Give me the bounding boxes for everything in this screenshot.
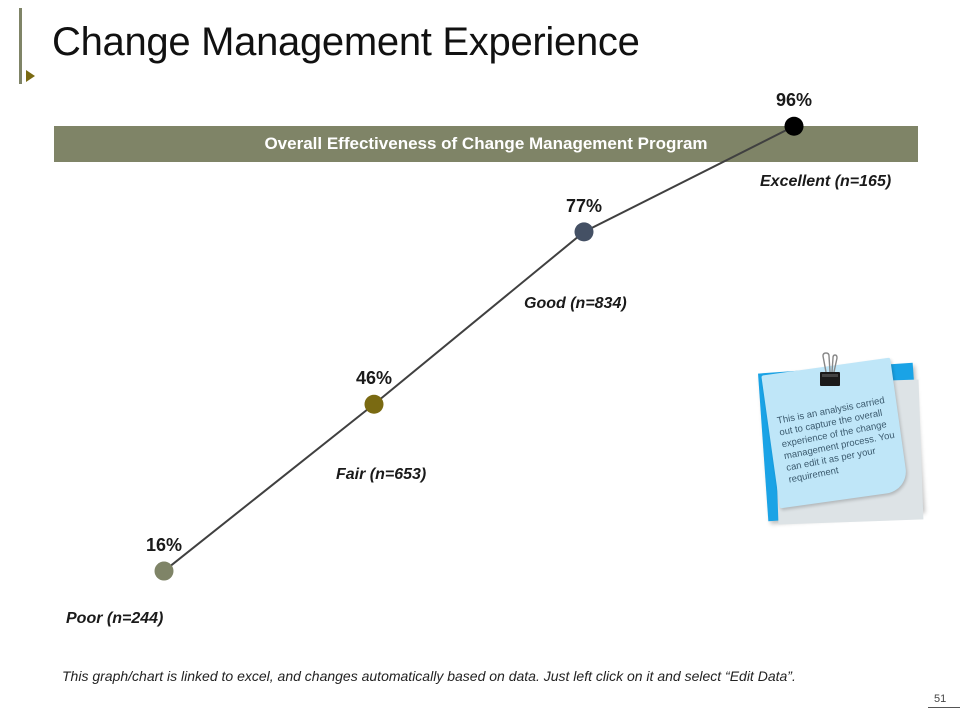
series-line (163, 125, 795, 572)
value-label-3: 77% (566, 196, 602, 216)
category-label-3: Good (n=834) (524, 295, 627, 312)
data-point-3[interactable] (574, 222, 594, 242)
value-label-4: 96% (776, 90, 812, 110)
chart-title-banner: Overall Effectiveness of Change Manageme… (54, 126, 918, 162)
page-title: Change Management Experience (52, 20, 640, 64)
sticky-note[interactable]: This is an analysis carried out to captu… (758, 352, 930, 532)
value-label-1: 16% (146, 535, 182, 555)
data-point-1[interactable] (154, 561, 174, 581)
binder-clip-icon (820, 352, 840, 386)
title-accent-arrow (26, 70, 35, 82)
data-point-4[interactable] (784, 116, 804, 136)
value-label-2: 46% (356, 368, 392, 388)
page-number: 51 (934, 693, 947, 705)
title-accent-bar (19, 8, 22, 84)
page-number-rule (928, 707, 960, 708)
category-label-1: Poor (n=244) (66, 610, 163, 627)
category-label-4: Excellent (n=165) (760, 173, 891, 190)
category-label-2: Fair (n=653) (336, 466, 426, 483)
data-point-2[interactable] (364, 394, 384, 414)
footer-note: This graph/chart is linked to excel, and… (62, 668, 796, 684)
